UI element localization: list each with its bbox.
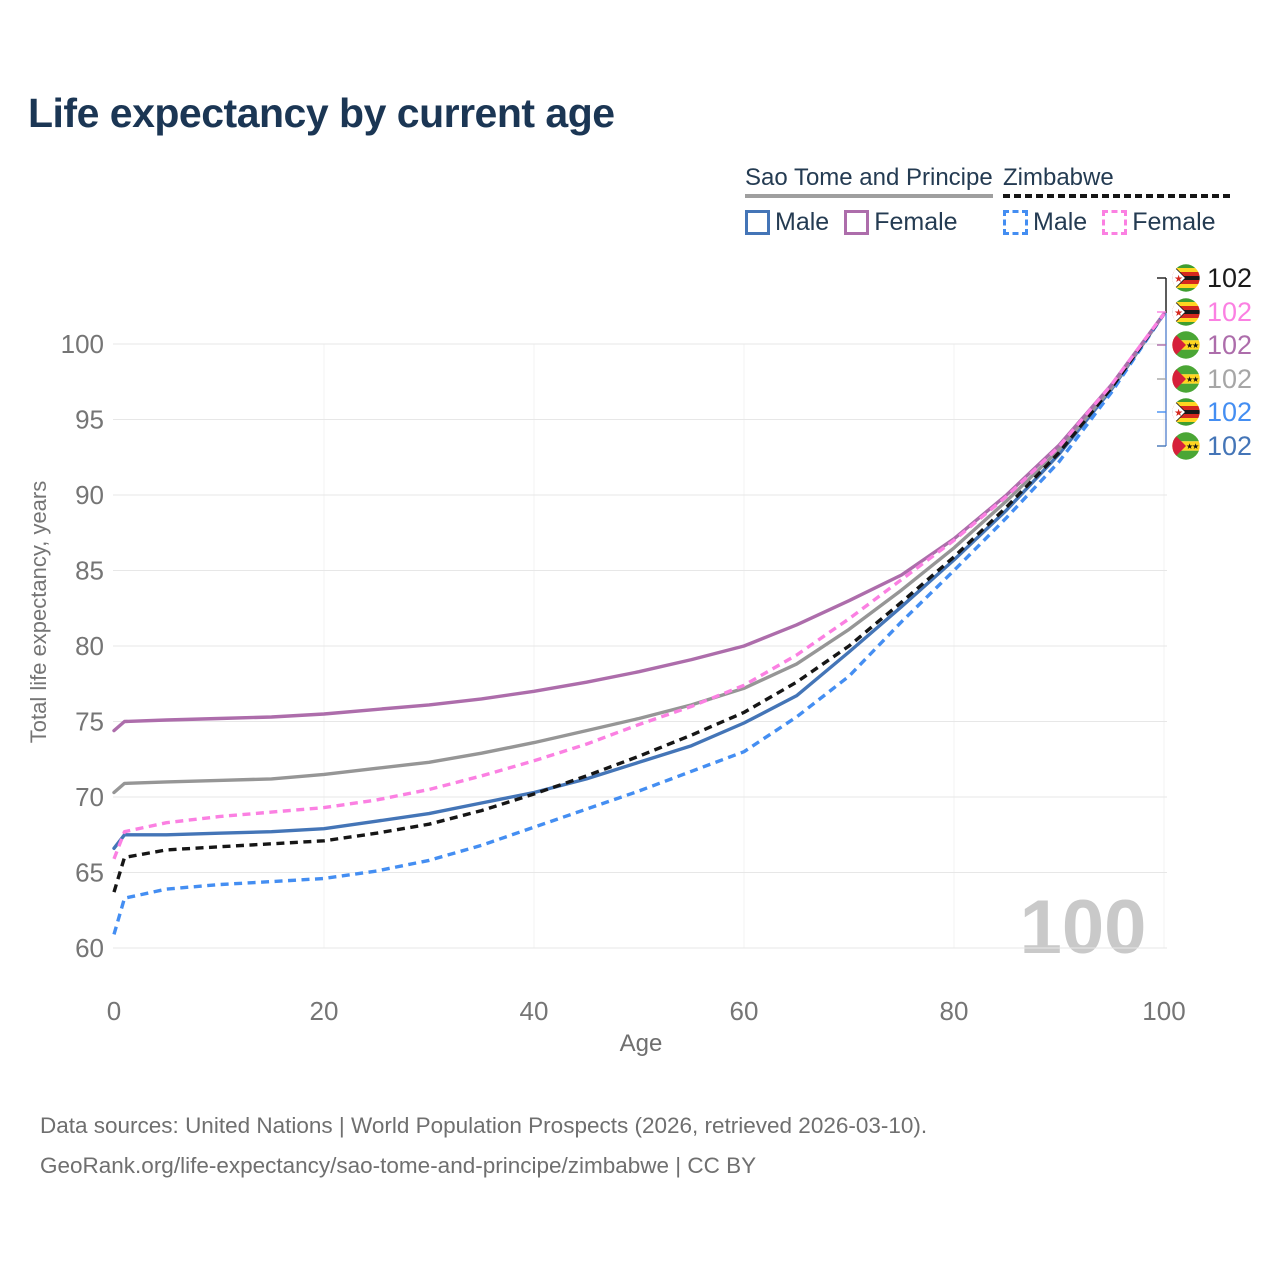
x-axis-title: Age xyxy=(620,1030,663,1057)
legend-item-zwe-male[interactable]: Male xyxy=(1003,208,1087,237)
svg-text:★: ★ xyxy=(1174,408,1183,419)
legend-label-zwe-male: Male xyxy=(1033,208,1088,236)
end-label-zwe-all: ★ 102 xyxy=(1172,263,1252,293)
legend-label-stp-female: Female xyxy=(874,208,958,236)
end-label-zwe-male: ★ 102 xyxy=(1172,397,1252,427)
legend-swatch-zwe-male xyxy=(1003,210,1028,235)
sao-tome-flag-icon: ★★ xyxy=(1172,432,1200,460)
legend-label-zwe-female: Female xyxy=(1132,208,1216,236)
svg-text:★: ★ xyxy=(1192,375,1199,384)
legend-items-sao-tome: Male Female xyxy=(745,208,993,237)
footer-url: GeoRank.org/life-expectancy/sao-tome-and… xyxy=(40,1153,757,1178)
footer-data-sources: Data sources: United Nations | World Pop… xyxy=(40,1113,928,1138)
y-tick-label: 85 xyxy=(75,556,104,586)
legend-underline-solid xyxy=(745,194,993,198)
legend-underline-dashed xyxy=(1003,194,1231,198)
legend-item-stp-male[interactable]: Male xyxy=(745,208,829,237)
svg-text:★: ★ xyxy=(1186,375,1193,384)
svg-text:★: ★ xyxy=(1186,442,1193,451)
end-label-stp-female: ★ ★ 102 xyxy=(1172,330,1252,360)
series-line-stp-male xyxy=(112,312,1166,850)
zimbabwe-flag-icon: ★ xyxy=(1172,298,1200,326)
x-tick-label: 100 xyxy=(1142,996,1185,1026)
legend-swatch-zwe-female xyxy=(1102,210,1128,235)
x-tick-label: 60 xyxy=(730,996,759,1026)
legend-items-zimbabwe: Male Female xyxy=(1003,208,1231,237)
y-tick-label: 65 xyxy=(75,858,104,888)
svg-text:★: ★ xyxy=(1174,274,1183,285)
sao-tome-flag-icon: ★★ xyxy=(1172,365,1200,393)
svg-text:★: ★ xyxy=(1174,308,1183,319)
x-tick-label: 0 xyxy=(107,996,121,1026)
end-label-value: 102 xyxy=(1207,297,1253,327)
series-line-stp-all xyxy=(112,312,1166,795)
series-line-zwe-all xyxy=(112,312,1166,893)
footer: Data sources: United Nations | World Pop… xyxy=(40,1106,927,1186)
series-line-zwe-male xyxy=(112,312,1166,935)
end-label-stp-all: ★ ★ 102 xyxy=(1172,364,1252,394)
svg-text:★: ★ xyxy=(1192,341,1199,350)
series-line-zwe-female xyxy=(112,312,1166,860)
y-tick-label: 95 xyxy=(75,405,104,435)
legend-label-stp-male: Male xyxy=(775,208,830,236)
legend-swatch-stp-male xyxy=(745,210,770,235)
y-axis-title: Total life expectancy, years xyxy=(26,481,51,744)
zimbabwe-flag-icon: ★ xyxy=(1172,264,1200,292)
sao-tome-flag-icon: ★★ xyxy=(1172,331,1200,359)
legend-group-sao-tome: Sao Tome and Principe Male Female xyxy=(745,165,993,237)
age-watermark: 100 xyxy=(1020,885,1147,970)
y-tick-label: 80 xyxy=(75,631,104,661)
end-label-value: 102 xyxy=(1207,431,1253,461)
y-tick-label: 90 xyxy=(75,480,104,510)
legend-item-stp-female[interactable]: Female xyxy=(844,208,958,237)
end-label-value: 102 xyxy=(1207,397,1253,427)
y-tick-label: 75 xyxy=(75,707,104,737)
legend-group-zimbabwe: Zimbabwe Male Female xyxy=(1003,165,1231,237)
svg-text:★: ★ xyxy=(1186,341,1193,350)
y-tick-label: 100 xyxy=(61,329,104,359)
end-label-zwe-female: ★ 102 xyxy=(1172,297,1252,327)
page-title: Life expectancy by current age xyxy=(28,90,615,136)
legend-swatch-stp-female xyxy=(844,210,870,235)
x-tick-label: 80 xyxy=(940,996,969,1026)
legend-item-zwe-female[interactable]: Female xyxy=(1102,208,1216,237)
x-tick-label: 40 xyxy=(520,996,549,1026)
end-label-value: 102 xyxy=(1207,330,1253,360)
series-line-stp-female xyxy=(112,312,1166,733)
end-label-value: 102 xyxy=(1207,364,1253,394)
end-label-value: 102 xyxy=(1207,263,1253,293)
zimbabwe-flag-icon: ★ xyxy=(1172,398,1200,426)
end-label-stp-male: ★ ★ 102 xyxy=(1172,431,1252,461)
x-tick-label: 20 xyxy=(310,996,339,1026)
legend-group-title-sao-tome: Sao Tome and Principe xyxy=(745,164,993,191)
svg-text:★: ★ xyxy=(1192,442,1199,451)
y-tick-label: 70 xyxy=(75,782,104,812)
legend-group-title-zimbabwe: Zimbabwe xyxy=(1003,164,1114,191)
y-tick-label: 60 xyxy=(75,933,104,963)
